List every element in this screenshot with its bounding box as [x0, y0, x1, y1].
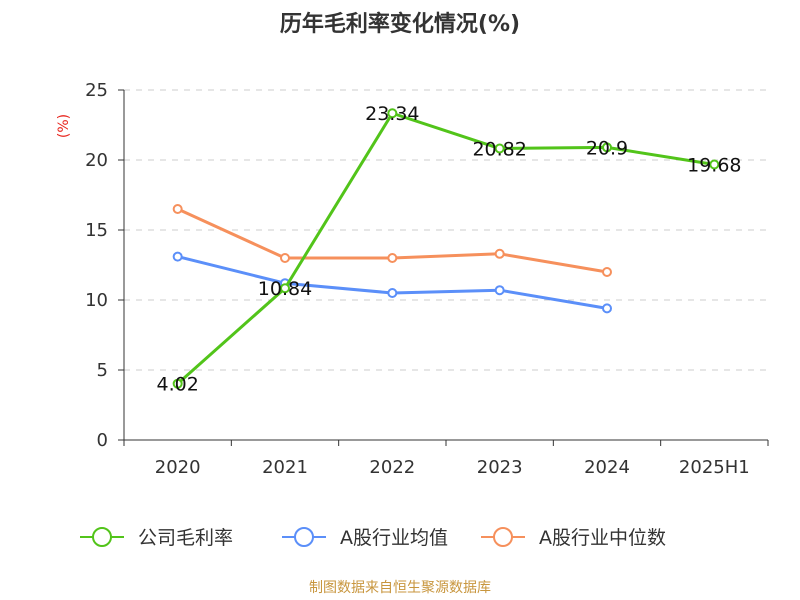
source-note: 制图数据来自恒生聚源数据库 — [309, 580, 491, 596]
legend-label: A股行业均值 — [340, 527, 448, 549]
series-line — [176, 111, 715, 385]
data-point — [172, 251, 183, 262]
x-tick-label: 2022 — [369, 457, 415, 478]
data-point — [172, 378, 183, 389]
y-tick-label: 5 — [97, 360, 108, 381]
data-label: 19.68 — [687, 154, 741, 176]
x-tick-label: 2025H1 — [679, 457, 750, 478]
y-tick-label: 10 — [85, 290, 108, 311]
data-label: 4.02 — [157, 374, 199, 396]
data-point — [387, 108, 398, 119]
legend-label: 公司毛利率 — [138, 527, 233, 549]
data-point — [387, 253, 398, 263]
y-axis-label: (%) — [56, 114, 72, 138]
chart-title: 历年毛利率变化情况(%) — [279, 12, 521, 37]
legend-label: A股行业中位数 — [539, 527, 666, 549]
data-label: 23.34 — [365, 103, 419, 125]
y-tick-label: 25 — [85, 80, 108, 101]
data-point — [709, 159, 720, 170]
legend-marker — [493, 527, 513, 547]
data-point — [172, 204, 183, 214]
x-tick-label: 2024 — [584, 457, 630, 478]
data-point — [494, 285, 505, 296]
data-label: 20.82 — [472, 139, 526, 161]
y-tick-label: 20 — [85, 150, 108, 171]
data-point — [494, 143, 505, 154]
y-tick-label: 0 — [97, 430, 108, 451]
data-point — [602, 142, 612, 153]
data-label: 10.84 — [258, 278, 312, 300]
legend-marker — [294, 527, 314, 547]
series-line — [177, 255, 608, 310]
data-point — [280, 283, 290, 294]
data-point — [280, 253, 290, 263]
x-tick-label: 2023 — [477, 457, 523, 478]
y-tick-label: 15 — [85, 220, 108, 241]
data-label: 20.9 — [586, 137, 628, 159]
x-tick-label: 2020 — [155, 457, 201, 478]
data-point — [494, 248, 505, 259]
data-point — [387, 288, 398, 298]
data-point — [602, 267, 612, 277]
legend-marker — [92, 527, 112, 547]
data-point — [602, 303, 612, 314]
x-tick-label: 2021 — [262, 457, 308, 478]
